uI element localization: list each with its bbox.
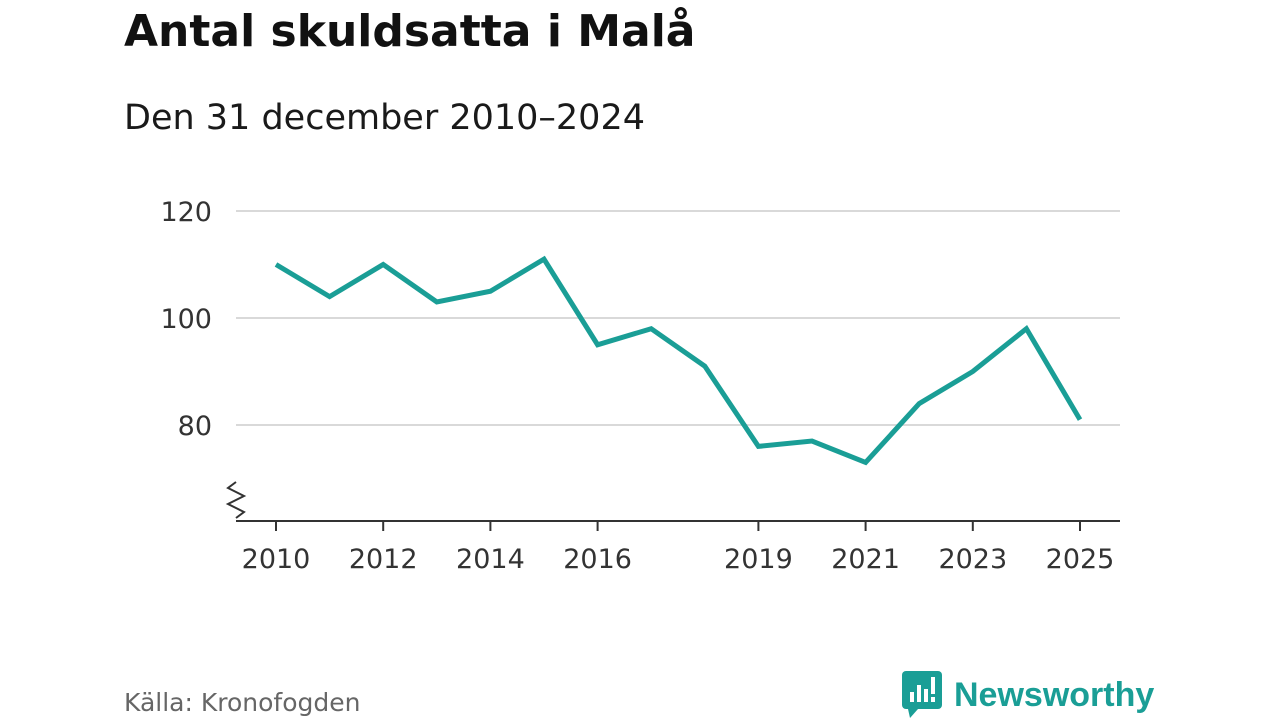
newsworthy-logo-icon bbox=[902, 671, 942, 718]
x-tick-label-2019: 2019 bbox=[724, 544, 793, 575]
x-tick-label-2012: 2012 bbox=[349, 544, 418, 575]
x-tick-label-2025: 2025 bbox=[1046, 544, 1115, 575]
brand-name: Newsworthy bbox=[954, 675, 1155, 714]
x-tick-label-2023: 2023 bbox=[938, 544, 1007, 575]
y-tick-label-100: 100 bbox=[160, 304, 212, 335]
y-tick-label-80: 80 bbox=[178, 411, 212, 442]
series-line-0 bbox=[274, 255, 1083, 466]
brand-logo: Newsworthy bbox=[902, 671, 1154, 719]
y-tick-label-120: 120 bbox=[160, 197, 212, 228]
x-tick-label-2014: 2014 bbox=[456, 544, 525, 575]
x-tick-label-2010: 2010 bbox=[242, 544, 311, 575]
line-chart: 80 100 120 2010 2012 2014 2016 2019 2021 2023 2025 bbox=[160, 197, 1120, 575]
chart-title: Antal skuldsatta i Malå bbox=[124, 6, 696, 57]
chart-subtitle: Den 31 december 2010–2024 bbox=[124, 98, 645, 138]
x-tick-label-2016: 2016 bbox=[563, 544, 632, 575]
y-axis-break-icon bbox=[225, 481, 247, 519]
source-note: Källa: Kronofogden bbox=[124, 688, 361, 717]
x-tick-label-2021: 2021 bbox=[831, 544, 900, 575]
